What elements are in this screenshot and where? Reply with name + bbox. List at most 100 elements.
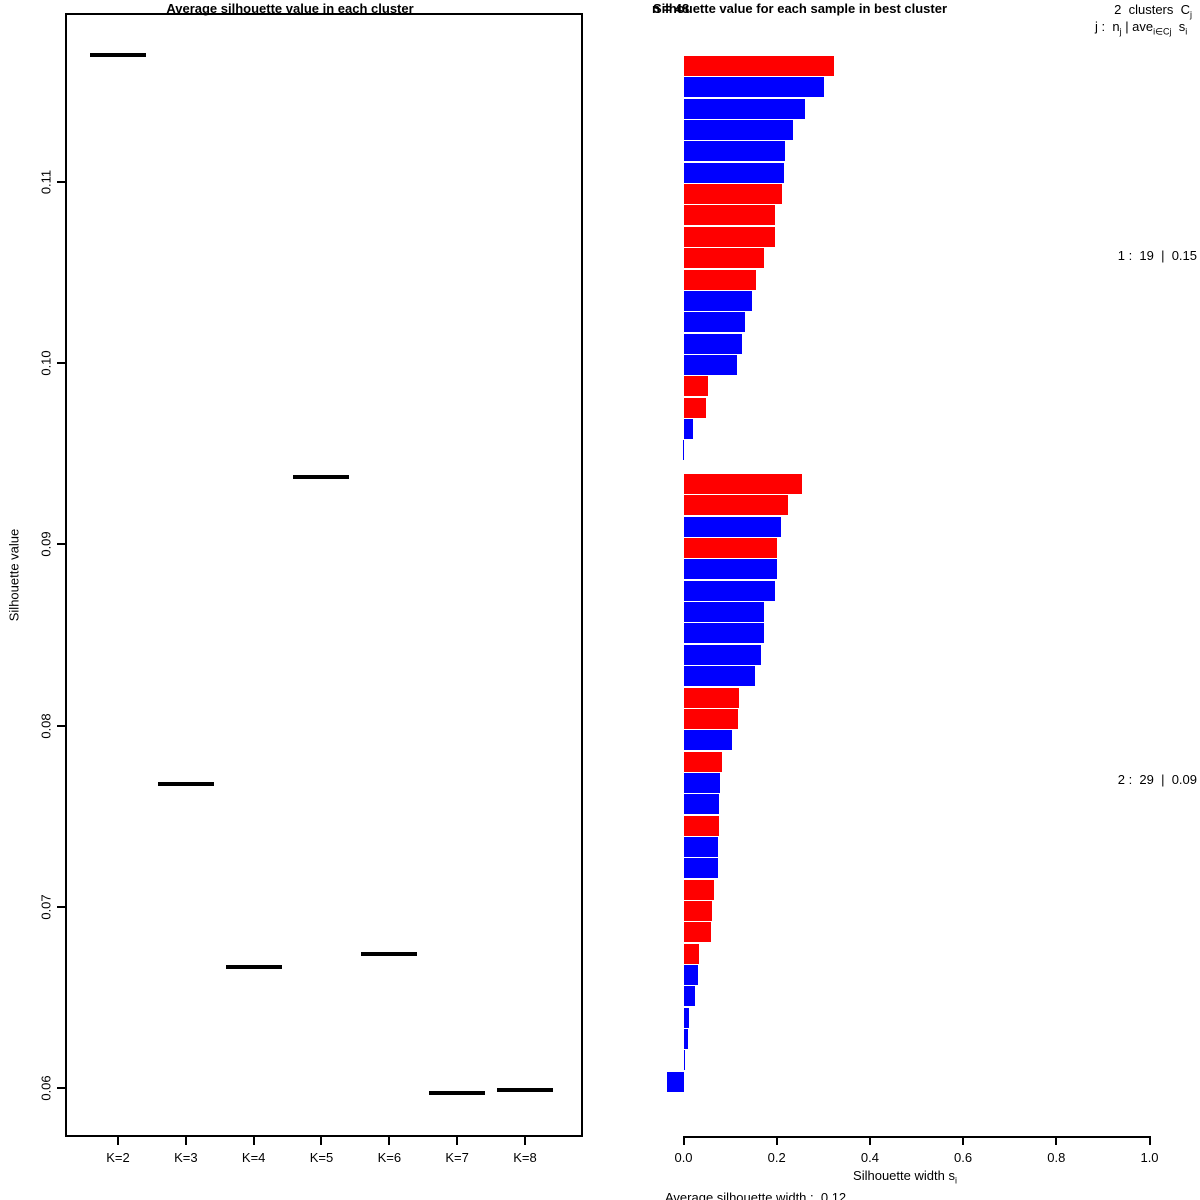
silhouette-bar [684, 879, 714, 900]
silhouette-bar [684, 901, 712, 921]
silhouette-bar [684, 772, 720, 793]
silhouette-bar [684, 836, 719, 857]
silhouette-bar [684, 666, 755, 687]
legend-line2-text3: s [1171, 19, 1186, 34]
right-x-axis-label-text: Silhouette width s [853, 1168, 955, 1183]
silhouette-bar [684, 751, 723, 772]
silhouette-bar [684, 623, 764, 644]
left-y-tick-mark [57, 1087, 65, 1089]
left-y-tick-mark [57, 362, 65, 365]
left-y-axis-label: Silhouette value [6, 528, 22, 622]
silhouette-bar [684, 794, 720, 815]
legend-line2-sub2: i∈Cj [1153, 26, 1172, 37]
silhouette-bar [666, 1071, 684, 1092]
left-y-tick-mark [57, 724, 65, 727]
cluster2-summary-label: 2 : 29 | 0.09 [1117, 772, 1197, 787]
silhouette-bar [684, 815, 719, 836]
left-x-tick-mark [320, 1137, 323, 1145]
silhouette-bar [684, 580, 775, 601]
right-x-tick-mark [962, 1136, 965, 1145]
left-y-tick-label: 0.07 [38, 894, 54, 920]
left-x-tick-mark [184, 1137, 187, 1145]
right-x-tick-label: 0.4 [860, 1150, 879, 1165]
left-y-tick-label: 0.10 [38, 350, 54, 376]
silhouette-bar [684, 354, 738, 375]
left-y-tick-label: 0.11 [38, 169, 54, 195]
legend-line-clusters: 2 clusters Cj [1114, 2, 1192, 20]
silhouette-bar [684, 474, 802, 494]
right-x-tick-mark [775, 1136, 778, 1145]
left-y-tick-mark [57, 543, 65, 546]
average-silhouette-dash [429, 1091, 486, 1096]
right-x-tick-label: 0.0 [674, 1150, 693, 1165]
silhouette-bar [684, 495, 788, 516]
silhouette-bar [684, 516, 781, 537]
average-silhouette-dash [293, 475, 350, 480]
left-x-tick-label: K=2 [106, 1150, 130, 1165]
legend-line2-sub3: i [1185, 26, 1188, 37]
left-x-tick-label: K=4 [241, 1150, 266, 1165]
silhouette-bar [684, 248, 765, 269]
legend-line1-text: 2 clusters C [1114, 2, 1190, 17]
silhouette-bar [684, 730, 732, 751]
silhouette-bar [684, 708, 738, 729]
silhouette-bar [684, 333, 742, 354]
left-y-tick-mark [57, 905, 65, 908]
silhouette-bar [684, 226, 775, 247]
left-x-tick-mark [252, 1137, 255, 1145]
left-x-tick-label: K=8 [513, 1150, 537, 1165]
cluster1-summary-label: 1 : 19 | 0.15 [1117, 248, 1197, 263]
silhouette-bar [684, 120, 794, 141]
silhouette-bar [684, 965, 698, 986]
silhouette-bar [684, 538, 778, 559]
right-x-tick-mark [868, 1136, 871, 1145]
left-y-tick-mark [57, 181, 65, 183]
legend-line2-text2: | ave [1121, 19, 1154, 34]
silhouette-bar [684, 56, 835, 76]
left-plot-title: Average silhouette value in each cluster [166, 1, 414, 16]
right-plot-title: Silhouette value for each sample in best… [652, 1, 948, 16]
silhouette-bar [684, 559, 777, 580]
average-silhouette-dash [90, 53, 146, 58]
silhouette-bar [684, 141, 786, 162]
silhouette-bar [684, 162, 785, 183]
silhouette-bar [684, 418, 694, 439]
silhouette-bar [684, 290, 752, 311]
legend-line-formula: j : nj | avei∈Cj si [1095, 19, 1188, 37]
silhouette-bar [684, 77, 824, 98]
average-silhouette-dash [157, 781, 214, 786]
left-x-tick-mark [456, 1137, 459, 1145]
average-silhouette-dash [496, 1087, 553, 1092]
silhouette-bar [684, 184, 782, 205]
silhouette-bar [684, 397, 706, 418]
silhouette-bar [684, 922, 712, 943]
left-x-tick-label: K=5 [309, 1150, 334, 1165]
right-x-tick-label: 0.8 [1047, 1150, 1066, 1165]
right-x-tick-label: 0.2 [767, 1150, 786, 1165]
silhouette-bar [684, 644, 761, 665]
silhouette-bar [684, 376, 709, 397]
average-silhouette-dash [225, 964, 282, 969]
silhouette-bar [684, 986, 696, 1007]
left-x-tick-label: K=6 [377, 1150, 402, 1165]
left-plot-box [65, 13, 583, 1137]
left-x-tick-mark [388, 1137, 391, 1145]
average-width-footer: Average silhouette width : 0.12 [665, 1190, 847, 1200]
left-x-tick-mark [117, 1137, 119, 1145]
left-x-tick-label: K=3 [174, 1150, 198, 1165]
silhouette-bar [684, 858, 719, 879]
right-x-axis-label-sub: i [954, 1175, 957, 1186]
silhouette-bar [684, 1007, 689, 1028]
average-silhouette-dash [361, 951, 418, 956]
left-x-tick-label: K=7 [445, 1150, 469, 1165]
left-x-tick-mark [523, 1137, 526, 1145]
silhouette-bar [684, 205, 776, 226]
silhouette-bar [684, 1050, 685, 1071]
right-x-tick-mark [1055, 1136, 1058, 1145]
legend-line1-sub: j [1190, 9, 1192, 20]
silhouette-bar [684, 602, 765, 623]
silhouette-bar [684, 687, 739, 708]
left-y-tick-label: 0.09 [38, 531, 54, 558]
right-x-axis-label: Silhouette width si [853, 1168, 957, 1186]
